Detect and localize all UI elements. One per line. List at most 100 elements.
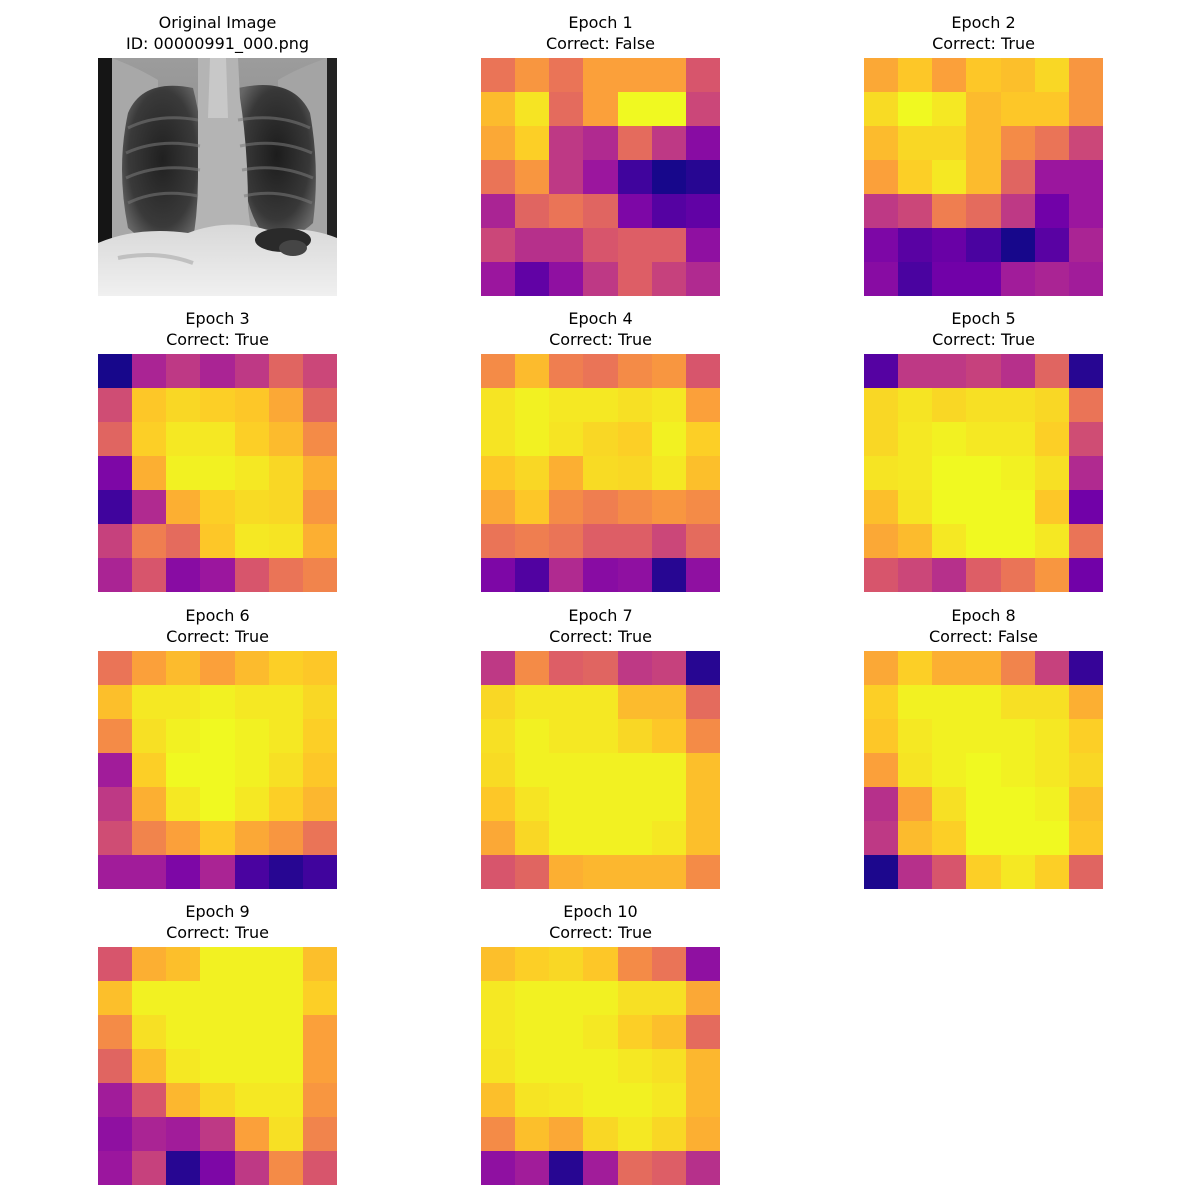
heatmap-subtitle: Correct: True: [932, 34, 1035, 53]
heatmap-cell: [200, 821, 235, 855]
heatmap-cell: [235, 422, 269, 456]
heatmap-cell: [549, 422, 583, 456]
heatmap-cell: [618, 490, 652, 524]
heatmap-cell: [549, 947, 583, 981]
heatmap-cell: [549, 685, 583, 719]
heatmap-title: Epoch 7: [568, 606, 633, 625]
heatmap-cell: [864, 388, 898, 422]
heatmap-cell: [1001, 388, 1035, 422]
heatmap-cell: [583, 651, 618, 685]
heatmap-cell: [618, 787, 652, 821]
heatmap-cell: [1035, 855, 1069, 889]
heatmap-cell: [481, 753, 515, 787]
heatmap-cell: [235, 1151, 269, 1185]
heatmap-cell: [686, 719, 720, 753]
heatmap-cell: [481, 947, 515, 981]
heatmap-cell: [864, 126, 898, 160]
heatmap-cell: [166, 388, 200, 422]
heatmap-cell: [481, 422, 515, 456]
heatmap-cell: [98, 651, 132, 685]
heatmap-cell: [98, 787, 132, 821]
heatmap-cell: [932, 821, 966, 855]
heatmap-cell: [583, 160, 618, 194]
heatmap-cell: [98, 981, 132, 1015]
heatmap-cell: [515, 490, 549, 524]
heatmap-cell: [864, 558, 898, 592]
heatmap-cell: [686, 388, 720, 422]
heatmap-cell: [481, 558, 515, 592]
heatmap-cell: [898, 787, 932, 821]
heatmap-cell: [549, 1083, 583, 1117]
heatmap-cell: [515, 981, 549, 1015]
heatmap-cell: [303, 719, 337, 753]
heatmap-cell: [200, 753, 235, 787]
original-image-title: Original Image ID: 00000991_000.png: [58, 12, 377, 54]
heatmap-cell: [269, 855, 303, 889]
heatmap-cell: [1069, 126, 1103, 160]
heatmap-cell: [515, 1083, 549, 1117]
heatmap-cell: [864, 92, 898, 126]
heatmap-cell: [269, 422, 303, 456]
heatmap-cell: [235, 821, 269, 855]
heatmap-subtitle: Correct: True: [166, 923, 269, 942]
heatmap-cell: [132, 981, 166, 1015]
heatmap-cell: [235, 558, 269, 592]
heatmap-cell: [864, 651, 898, 685]
heatmap-cell: [618, 821, 652, 855]
heatmap-cell: [481, 58, 515, 92]
heatmap-cell: [864, 524, 898, 558]
heatmap-cell: [515, 58, 549, 92]
heatmap-cell: [235, 1015, 269, 1049]
heatmap-cell: [652, 719, 686, 753]
original-image-id: ID: 00000991_000.png: [125, 34, 310, 53]
heatmap-cell: [932, 558, 966, 592]
heatmap-cell: [652, 354, 686, 388]
heatmap-cell: [481, 456, 515, 490]
heatmap-cell: [200, 981, 235, 1015]
heatmap-cell: [549, 1117, 583, 1151]
heatmap-cell: [269, 981, 303, 1015]
heatmap-cell: [583, 981, 618, 1015]
heatmap-cell: [652, 651, 686, 685]
heatmap-cell: [618, 981, 652, 1015]
heatmap-cell: [515, 354, 549, 388]
heatmap-cell: [583, 1015, 618, 1049]
heatmap-cell: [481, 651, 515, 685]
heatmap-cell: [652, 981, 686, 1015]
heatmap-cell: [98, 558, 132, 592]
heatmap-cell: [686, 354, 720, 388]
heatmap-cell: [932, 354, 966, 388]
heatmap-cell: [166, 1015, 200, 1049]
heatmap-cell: [618, 58, 652, 92]
heatmap-cell: [864, 719, 898, 753]
heatmap-cell: [686, 92, 720, 126]
heatmap-cell: [932, 160, 966, 194]
heatmap-cell: [898, 855, 932, 889]
heatmap-cell: [132, 685, 166, 719]
heatmap-cell: [98, 719, 132, 753]
heatmap-cell: [1001, 490, 1035, 524]
heatmap-cell: [618, 947, 652, 981]
heatmap-title: Epoch 8: [951, 606, 1016, 625]
heatmap-cell: [618, 422, 652, 456]
heatmap-cell: [583, 685, 618, 719]
heatmap-cell: [966, 456, 1001, 490]
heatmap-cell: [235, 651, 269, 685]
heatmap-cell: [618, 685, 652, 719]
heatmap-cell: [549, 160, 583, 194]
heatmap-cell: [898, 262, 932, 296]
heatmap-cell: [549, 194, 583, 228]
heatmap-cell: [1001, 422, 1035, 456]
heatmap-canvas: [481, 58, 720, 296]
heatmap-cell: [1035, 558, 1069, 592]
heatmap-cell: [583, 456, 618, 490]
heatmap-cell: [481, 855, 515, 889]
heatmap-cell: [132, 558, 166, 592]
heatmap-cell: [303, 524, 337, 558]
heatmap-cell: [898, 753, 932, 787]
heatmap-cell: [166, 422, 200, 456]
heatmap-cell: [481, 262, 515, 296]
heatmap-cell: [481, 388, 515, 422]
heatmap-cell: [200, 947, 235, 981]
heatmap-cell: [515, 194, 549, 228]
